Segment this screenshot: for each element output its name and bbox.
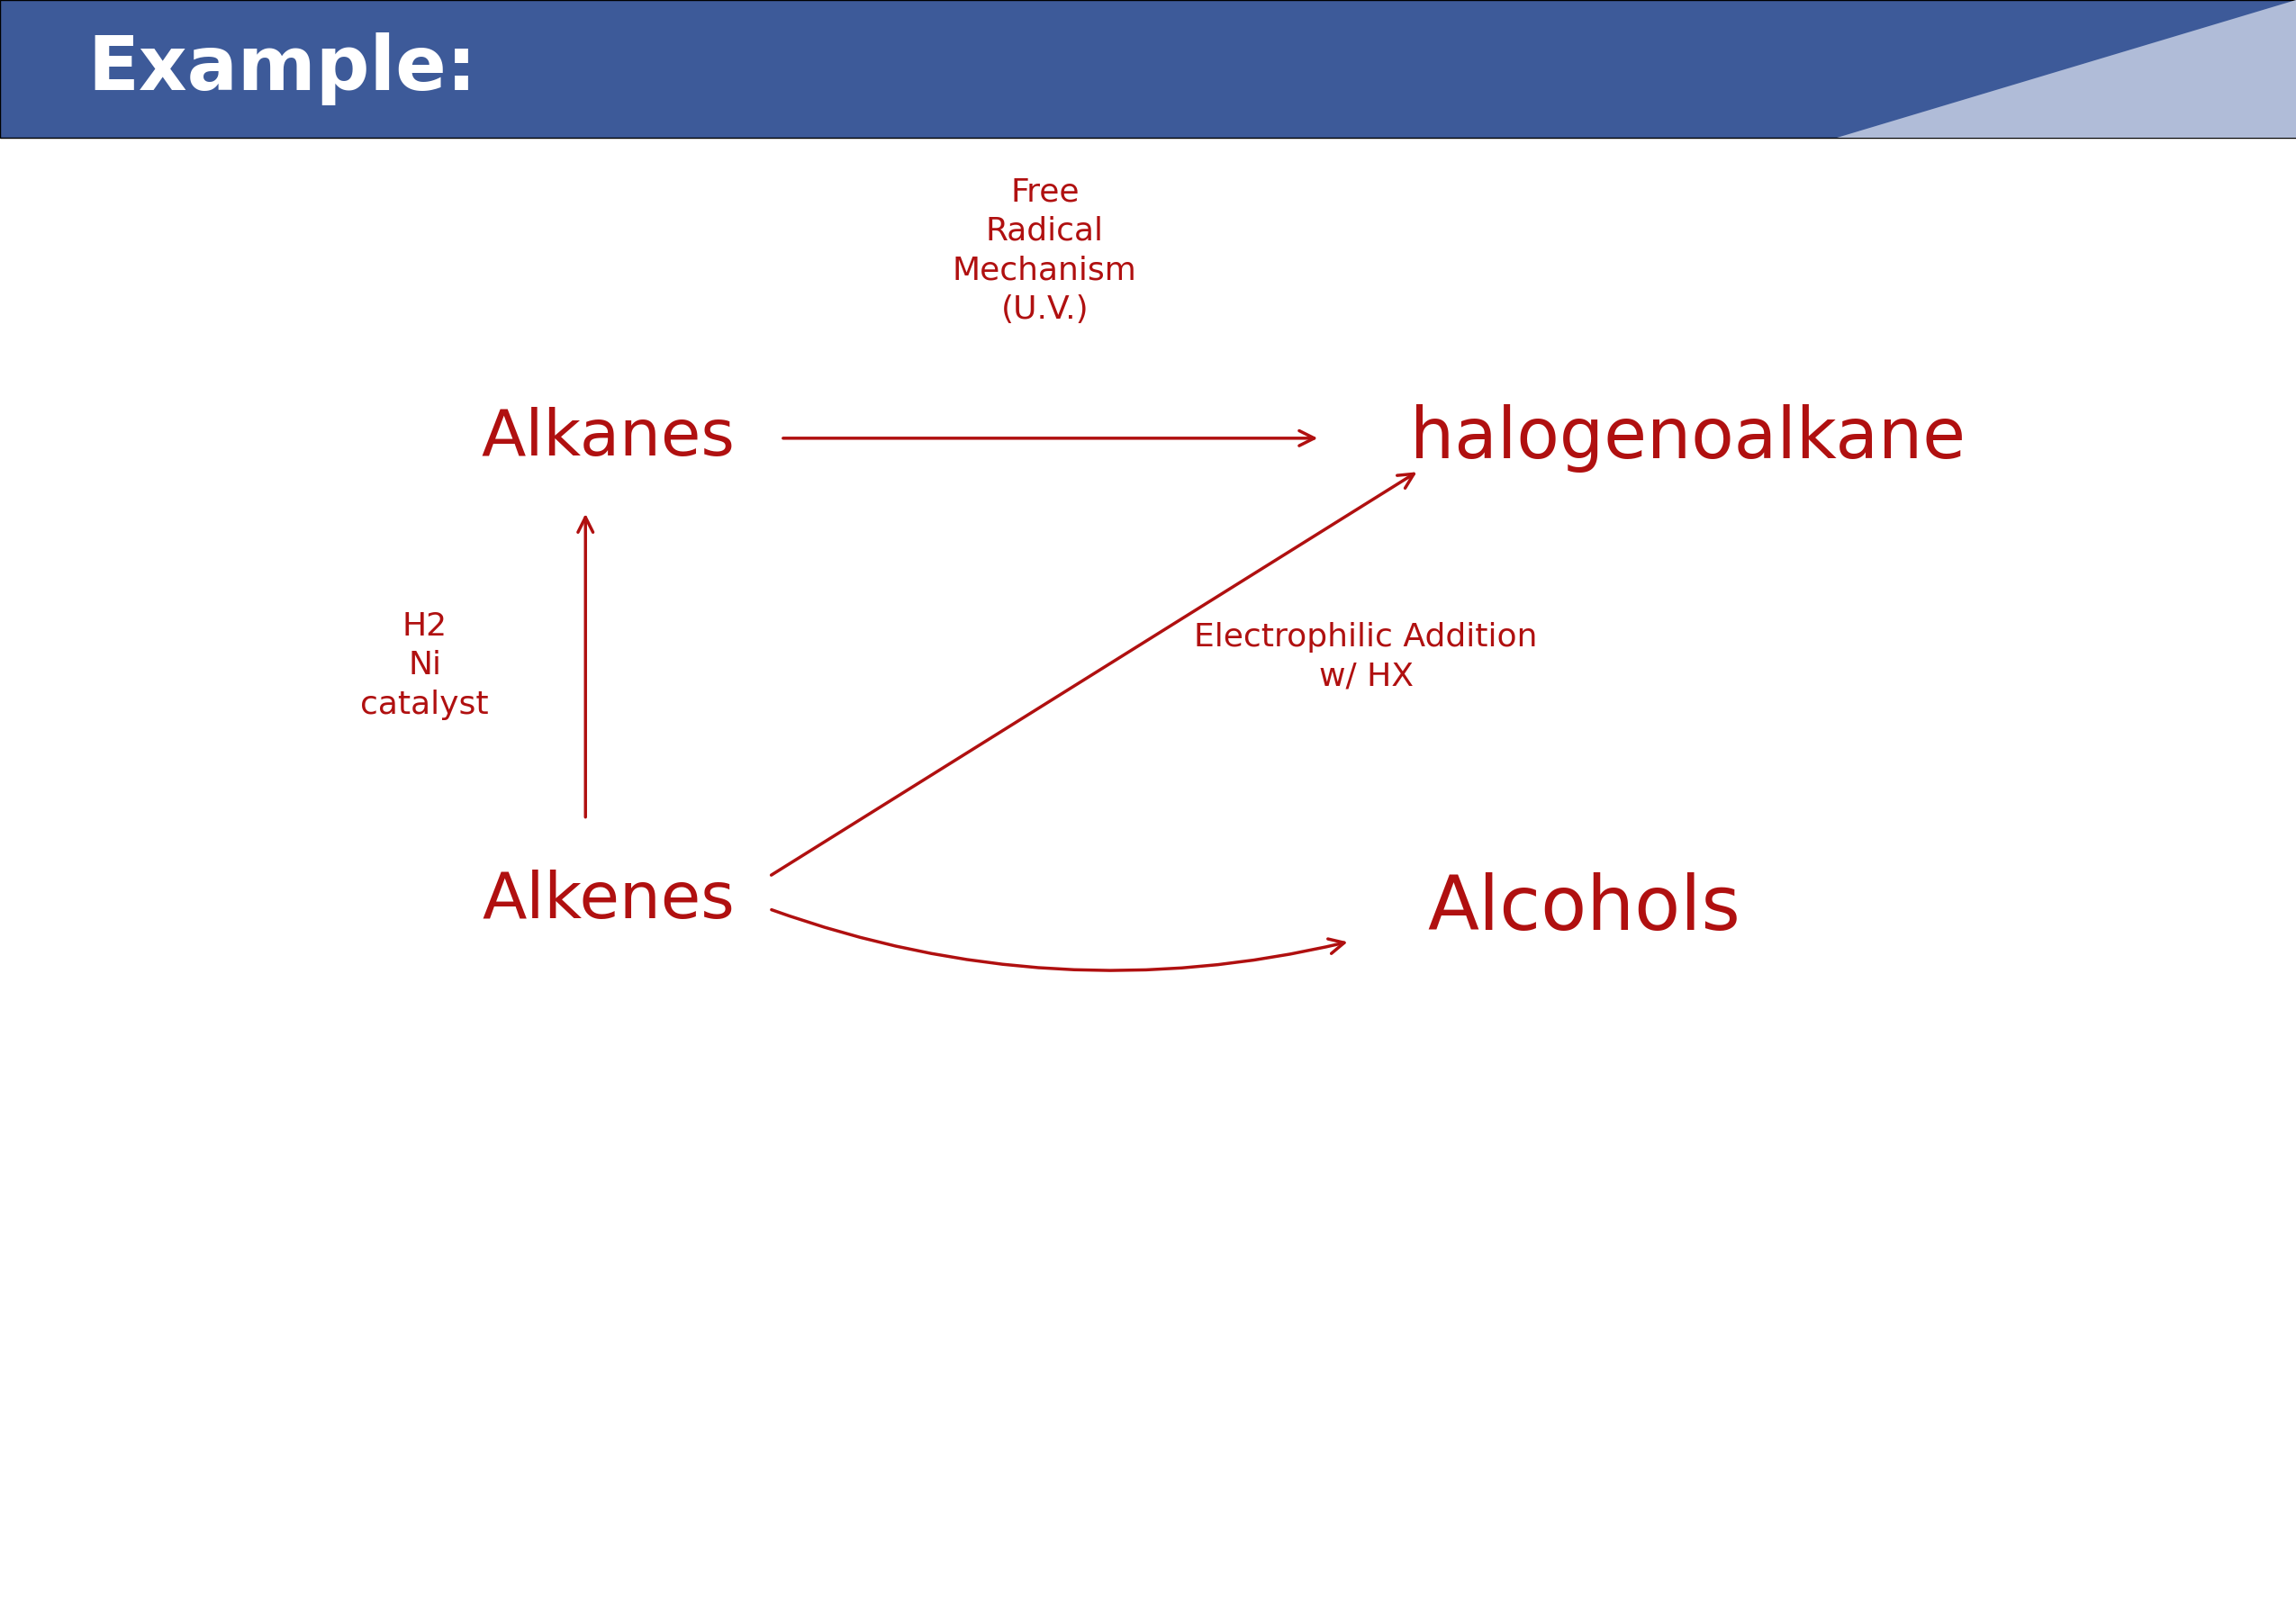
Text: Example:: Example: [87,32,478,105]
Text: Electrophilic Addition
w/ HX: Electrophilic Addition w/ HX [1194,623,1538,691]
Polygon shape [1837,0,2296,138]
FancyBboxPatch shape [0,0,2296,138]
FancyArrowPatch shape [771,911,1343,971]
Text: Alcohols: Alcohols [1428,873,1740,945]
Text: Alkanes: Alkanes [482,407,735,469]
Text: halogenoalkane: halogenoalkane [1410,404,1965,472]
Text: Alkenes: Alkenes [482,870,735,932]
Text: H2
Ni
catalyst: H2 Ni catalyst [360,610,489,721]
Text: Free
Radical
Mechanism
(U.V.): Free Radical Mechanism (U.V.) [953,177,1137,325]
